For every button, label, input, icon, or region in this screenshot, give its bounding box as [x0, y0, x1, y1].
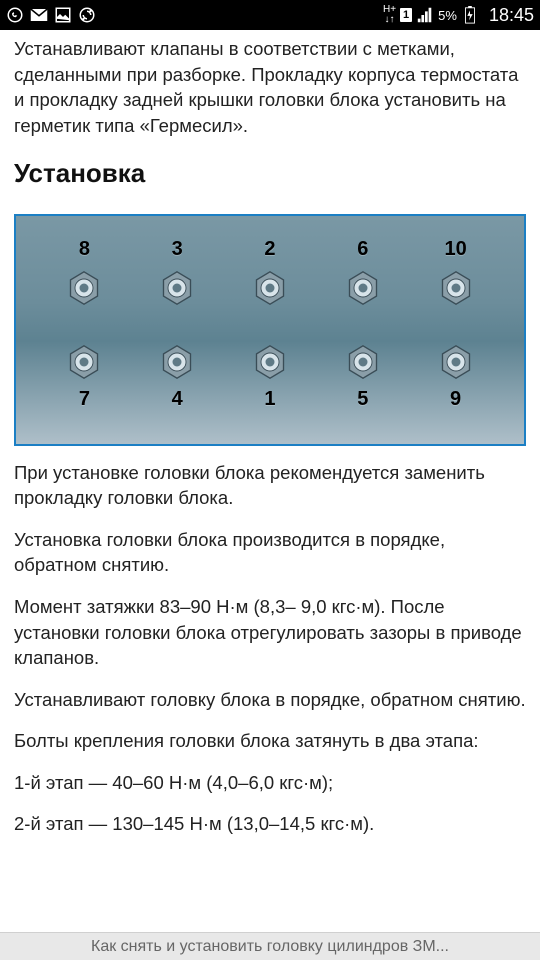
bolt-row-bottom: 7 4 1 5 9	[16, 344, 524, 414]
bolt-cell: 7	[54, 344, 114, 414]
data-bottom: ↓↑	[383, 15, 396, 25]
bolt-icon	[252, 270, 288, 306]
bolt-number: 2	[264, 236, 275, 264]
bolt-number: 4	[172, 386, 183, 414]
bolt-cell: 10	[426, 236, 486, 306]
bolt-number: 7	[79, 386, 90, 414]
status-left	[6, 6, 96, 24]
bolt-cell: 8	[54, 236, 114, 306]
bolt-icon	[252, 344, 288, 380]
paragraph: Устанавливают головку блока в порядке, о…	[14, 687, 526, 713]
bolt-number: 6	[357, 236, 368, 264]
sim-badge: 1	[400, 8, 412, 22]
bolt-diagram: 8 3 2 6 10 7 4 1 5 9	[16, 216, 524, 444]
signal-icon	[416, 6, 434, 24]
browser-tab-title[interactable]: Как снять и установить головку цилиндров…	[0, 932, 540, 960]
tab-title-text: Как снять и установить головку цилиндров…	[91, 938, 449, 956]
article-content[interactable]: Устанавливают клапаны в соответствии с м…	[0, 30, 540, 837]
bolt-row-top: 8 3 2 6 10	[16, 236, 524, 306]
bolt-cell: 9	[426, 344, 486, 414]
bolt-number: 8	[79, 236, 90, 264]
clock: 18:45	[489, 5, 534, 26]
bolt-cell: 6	[333, 236, 393, 306]
bolt-icon	[438, 344, 474, 380]
bolt-cell: 4	[147, 344, 207, 414]
bolt-icon	[66, 270, 102, 306]
image-icon	[54, 6, 72, 24]
bolt-number: 1	[264, 386, 275, 414]
whatsapp-icon	[6, 6, 24, 24]
bolt-diagram-frame: 8 3 2 6 10 7 4 1 5 9	[14, 214, 526, 446]
paragraph: Момент затяжки 83–90 Н·м (8,3– 9,0 кгс·м…	[14, 594, 526, 671]
paragraph: Установка головки блока производится в п…	[14, 527, 526, 578]
bolt-cell: 1	[240, 344, 300, 414]
bolt-number: 9	[450, 386, 461, 414]
paragraph: 2-й этап — 130–145 Н·м (13,0–14,5 кгс·м)…	[14, 811, 526, 837]
paragraph: При установке головки блока рекомендуетс…	[14, 460, 526, 511]
intro-paragraph: Устанавливают клапаны в соответствии с м…	[14, 36, 526, 138]
bolt-number: 10	[444, 236, 466, 264]
bolt-icon	[66, 344, 102, 380]
paragraph: Болты крепления головки блока затянуть в…	[14, 728, 526, 754]
section-heading: Установка	[14, 156, 526, 192]
bolt-icon	[438, 270, 474, 306]
sync-icon	[78, 6, 96, 24]
mail-icon	[30, 6, 48, 24]
bolt-number: 3	[172, 236, 183, 264]
status-bar: H+ ↓↑ 1 5% 18:45	[0, 0, 540, 30]
bolt-number: 5	[357, 386, 368, 414]
battery-charging-icon	[461, 6, 479, 24]
bolt-icon	[159, 270, 195, 306]
battery-percent: 5%	[438, 8, 457, 23]
bolt-icon	[159, 344, 195, 380]
bolt-cell: 3	[147, 236, 207, 306]
status-right: H+ ↓↑ 1 5% 18:45	[383, 5, 534, 26]
bolt-icon	[345, 270, 381, 306]
bolt-icon	[345, 344, 381, 380]
data-indicator: H+ ↓↑	[383, 5, 396, 25]
bolt-cell: 5	[333, 344, 393, 414]
paragraph: 1-й этап — 40–60 Н·м (4,0–6,0 кгс·м);	[14, 770, 526, 796]
bolt-cell: 2	[240, 236, 300, 306]
